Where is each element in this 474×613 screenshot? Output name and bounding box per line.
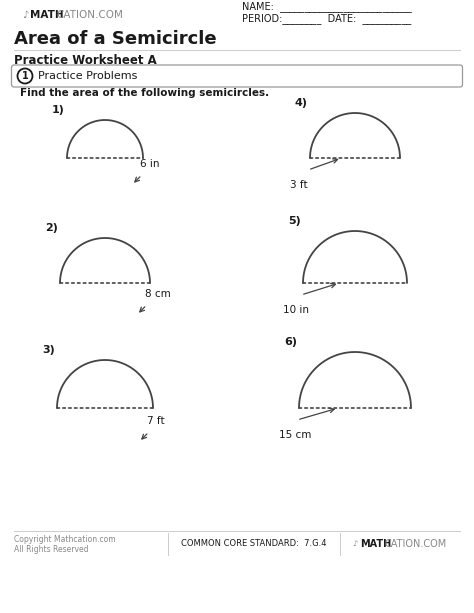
Text: PERIOD:________  DATE:  __________: PERIOD:________ DATE: __________ — [242, 13, 411, 25]
Text: NAME:  ___________________________: NAME: ___________________________ — [242, 2, 412, 12]
Text: MATH: MATH — [30, 10, 64, 20]
Text: 2): 2) — [45, 223, 58, 233]
Text: MATH: MATH — [360, 539, 391, 549]
Text: 3 ft: 3 ft — [290, 180, 308, 190]
Text: 4): 4) — [295, 98, 308, 108]
Text: 7 ft: 7 ft — [147, 416, 164, 426]
Text: COMMON CORE STANDARD:  7.G.4: COMMON CORE STANDARD: 7.G.4 — [181, 539, 327, 549]
Text: ♪: ♪ — [352, 539, 357, 549]
Text: 10 in: 10 in — [283, 305, 309, 315]
Text: 1: 1 — [22, 71, 28, 81]
Text: 5): 5) — [288, 216, 301, 226]
Text: All Rights Reserved: All Rights Reserved — [14, 544, 89, 554]
Text: 15 cm: 15 cm — [279, 430, 311, 440]
Text: 1): 1) — [52, 105, 65, 115]
Text: 3): 3) — [42, 345, 55, 355]
FancyBboxPatch shape — [11, 65, 463, 87]
Text: Practice Worksheet A: Practice Worksheet A — [14, 53, 157, 66]
Text: 6 in: 6 in — [140, 159, 159, 169]
Text: CATION.COM: CATION.COM — [56, 10, 123, 20]
Text: Area of a Semicircle: Area of a Semicircle — [14, 30, 217, 48]
Text: CATION.COM: CATION.COM — [385, 539, 447, 549]
Circle shape — [18, 69, 33, 83]
Text: Find the area of the following semicircles.: Find the area of the following semicircl… — [20, 88, 269, 98]
Text: ♪: ♪ — [22, 10, 28, 20]
Text: 8 cm: 8 cm — [145, 289, 171, 299]
Text: Copyright Mathcation.com: Copyright Mathcation.com — [14, 536, 116, 544]
Text: Practice Problems: Practice Problems — [38, 71, 137, 81]
Text: 6): 6) — [284, 337, 297, 347]
